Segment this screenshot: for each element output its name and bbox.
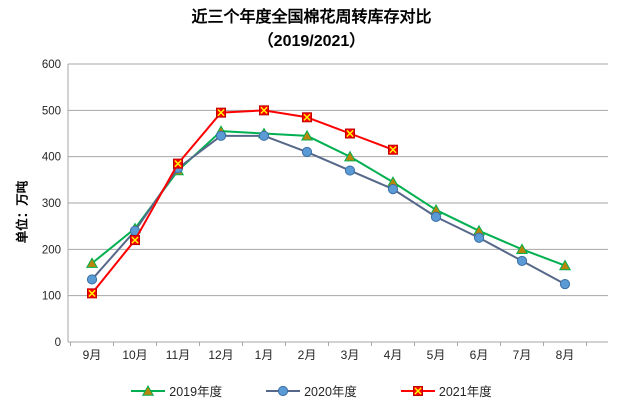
legend-label-2020: 2020年度 [304,385,357,399]
circle-marker-icon [344,165,356,176]
marker-x-stroke [389,146,397,154]
circle-marker-icon [430,211,442,222]
circle-marker-icon [258,130,270,141]
x-tick-label: 3月 [341,348,360,362]
y-tick-label: 100 [42,291,61,303]
circle-marker-icon [473,232,485,243]
circle-marker-icon [559,278,571,290]
x-tick-label: 10月 [122,348,147,362]
y-tick-label: 600 [42,59,61,71]
circle-marker-icon [277,385,289,396]
y-tick-label: 200 [42,244,61,256]
y-tick-label: 0 [55,337,61,349]
x-tick-label: 7月 [513,348,532,362]
marker-x-stroke [260,106,268,114]
chart-title: 近三个年度全国棉花周转库存对比 （2019/2021） [0,6,623,54]
circle-marker-icon [387,184,399,195]
triangle-marker-icon [142,384,155,396]
circle-marker-icon [86,274,98,285]
x-tick-label: 1月 [255,348,274,362]
legend-marker-2020-circle-icon [266,385,301,397]
x-tick-label: 9月 [83,348,102,362]
circle-marker-icon [215,130,227,141]
marker-x-stroke [414,386,422,395]
marker-x-stroke [303,113,311,121]
circle-marker-icon [516,255,528,267]
circle-marker-icon [301,146,313,158]
legend-item-2021: 2021年度 [400,381,492,400]
marker-x-stroke [131,236,139,244]
marker-x-stroke [174,160,182,168]
triangle-marker-icon [515,243,529,255]
triangle-marker-icon [343,150,357,162]
legend-item-2020: 2020年度 [266,381,357,400]
x-tick-label: 6月 [470,348,489,362]
triangle-marker-icon [300,129,314,141]
x-tick-label: 5月 [427,348,446,362]
series-line-2021年度 [91,109,394,294]
marker-x-stroke [346,129,354,138]
legend-marker-2021-square-x-icon [400,385,435,397]
chart-title-line2: （2019/2021） [257,33,366,50]
y-tick-label: 500 [42,105,61,117]
y-tick-label: 400 [42,152,61,164]
legend-marker-2019-triangle-icon [131,384,166,397]
legend: 2019年度 2020年度 2021年度 [0,381,623,400]
x-tick-label: 12月 [208,348,233,362]
y-tick-label: 300 [42,198,61,210]
triangle-marker-icon [85,257,99,268]
triangle-marker-icon [558,259,572,271]
chart-title-line1: 近三个年度全国棉花周转库存对比 [191,9,432,26]
x-tick-label: 4月 [384,348,403,362]
legend-label-2021: 2021年度 [438,385,492,399]
legend-label-2019: 2019年度 [169,385,223,399]
legend-item-2019: 2019年度 [131,381,222,400]
marker-x-stroke [217,109,225,117]
series-line-2020年度 [91,134,566,285]
x-tick-label: 2月 [298,348,317,362]
x-tick-label: 8月 [556,348,575,362]
x-tick-label: 11月 [166,348,190,362]
marker-x-stroke [88,289,96,297]
